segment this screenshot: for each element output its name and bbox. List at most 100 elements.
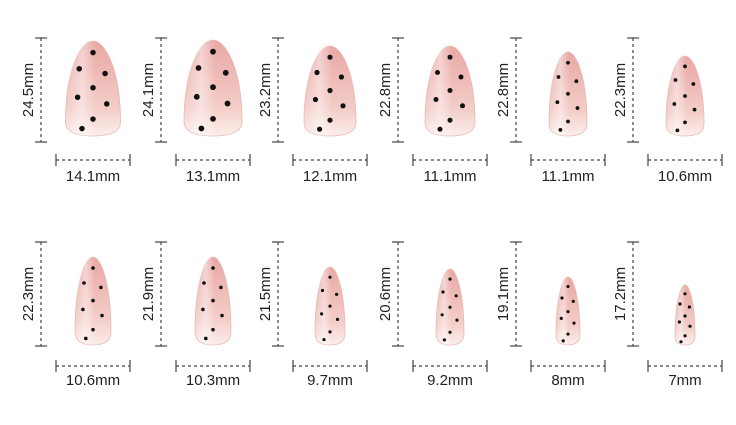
nail-dot — [211, 298, 215, 303]
width-label: 7mm — [668, 372, 701, 389]
nail-dot — [556, 75, 561, 79]
nail-dot — [90, 49, 96, 56]
nail-item: 22.3mm 10.6mm — [20, 241, 131, 389]
width-label: 12.1mm — [303, 168, 357, 185]
nail-dot — [312, 96, 319, 103]
nail-dot — [211, 266, 215, 270]
nail-dot — [675, 128, 680, 133]
height-label: 22.8mm — [377, 63, 394, 117]
nail-dot — [322, 338, 326, 342]
nail-dot — [102, 70, 108, 77]
nail-dot — [90, 85, 96, 91]
height-label: 24.5mm — [20, 63, 37, 117]
nail-dot — [76, 66, 82, 72]
nail-dot — [679, 340, 683, 344]
nail-dot — [74, 94, 81, 100]
nail-dot — [328, 304, 332, 308]
nail-dot — [335, 292, 339, 296]
nail-dot — [683, 64, 687, 69]
nail-dot — [683, 314, 687, 318]
nail-dot — [566, 60, 570, 65]
nail-item: 21.5mm 9.7mm — [257, 241, 368, 389]
nail-dot — [314, 69, 320, 76]
nail-dot — [210, 115, 216, 122]
height-label: 21.5mm — [257, 267, 274, 321]
nail-dot — [683, 292, 687, 296]
nail-dot — [104, 101, 110, 107]
nail-dot — [561, 339, 565, 343]
nail-dot — [571, 299, 575, 303]
nail-item: 20.6mm 9.2mm — [377, 241, 488, 389]
nail-dot — [448, 277, 452, 281]
nail-dot — [566, 332, 570, 336]
nail-dot — [454, 294, 458, 298]
nail-dot — [574, 79, 579, 84]
nail-dot — [683, 334, 687, 338]
nail-dot — [442, 338, 446, 342]
nail-dot — [320, 312, 324, 316]
height-label: 17.2mm — [612, 267, 629, 321]
nail-dot — [91, 327, 95, 332]
nail-dot — [327, 117, 333, 123]
nail-dot — [691, 82, 696, 86]
nail-dot — [82, 281, 86, 285]
nail-dot — [224, 100, 231, 107]
nail-item: 24.1mm 13.1mm — [140, 37, 251, 185]
nail-dot — [198, 125, 205, 132]
nail-dot — [222, 69, 229, 76]
width-label: 11.1mm — [423, 168, 476, 185]
width-label: 9.2mm — [427, 372, 473, 389]
nail-dot — [572, 321, 576, 325]
nail-dot — [448, 305, 452, 309]
nail-dot — [575, 106, 580, 110]
nail-item: 17.2mm 7mm — [612, 241, 723, 389]
nail-dot — [340, 103, 346, 109]
nail-dot — [193, 93, 200, 100]
nail-dot — [687, 305, 692, 309]
nail-dot — [566, 91, 570, 96]
nail-dot — [220, 313, 224, 318]
nail-dot — [672, 102, 677, 106]
width-label: 13.1mm — [186, 168, 240, 185]
width-label: 8mm — [551, 372, 584, 389]
nail-dot — [447, 117, 453, 123]
nail-dot — [559, 316, 563, 320]
width-label: 11.1mm — [541, 168, 594, 185]
nail-dot — [566, 284, 570, 289]
nail-item: 24.5mm 14.1mm — [20, 37, 131, 185]
nail-dot — [91, 266, 95, 270]
height-label: 23.2mm — [257, 63, 274, 117]
nail-dot — [688, 324, 692, 328]
nail-dot — [673, 78, 678, 82]
height-label: 22.3mm — [612, 63, 629, 117]
nail-dot — [211, 327, 215, 332]
nail-dot — [435, 70, 440, 75]
nail-item: 22.3mm 10.6mm — [612, 37, 723, 185]
nail-dot — [433, 97, 439, 102]
nail-dot — [560, 296, 564, 300]
nail-dot — [79, 125, 85, 132]
height-label: 24.1mm — [140, 63, 157, 117]
height-label: 20.6mm — [377, 267, 394, 321]
nail-dot — [335, 317, 340, 321]
nail-dot — [328, 275, 332, 279]
height-label: 21.9mm — [140, 267, 157, 321]
nail-dot — [566, 119, 570, 124]
nail-dot — [327, 87, 333, 94]
nail-dot — [81, 307, 85, 312]
width-label: 10.6mm — [658, 168, 712, 185]
nail-dot — [320, 288, 325, 293]
nail-dot — [683, 120, 687, 125]
nail-dot — [455, 318, 459, 322]
nail-dot — [448, 330, 452, 334]
height-label: 19.1mm — [495, 267, 512, 321]
nail-item: 19.1mm 8mm — [495, 241, 606, 389]
nail-dot — [683, 94, 687, 98]
width-label: 9.7mm — [307, 372, 353, 389]
nail-dot — [437, 126, 443, 132]
nail-dot — [558, 128, 563, 132]
nail-item: 21.9mm 10.3mm — [140, 241, 251, 389]
nail-dot — [677, 320, 682, 324]
nail-dot — [210, 84, 216, 91]
nail-dot — [317, 126, 323, 132]
